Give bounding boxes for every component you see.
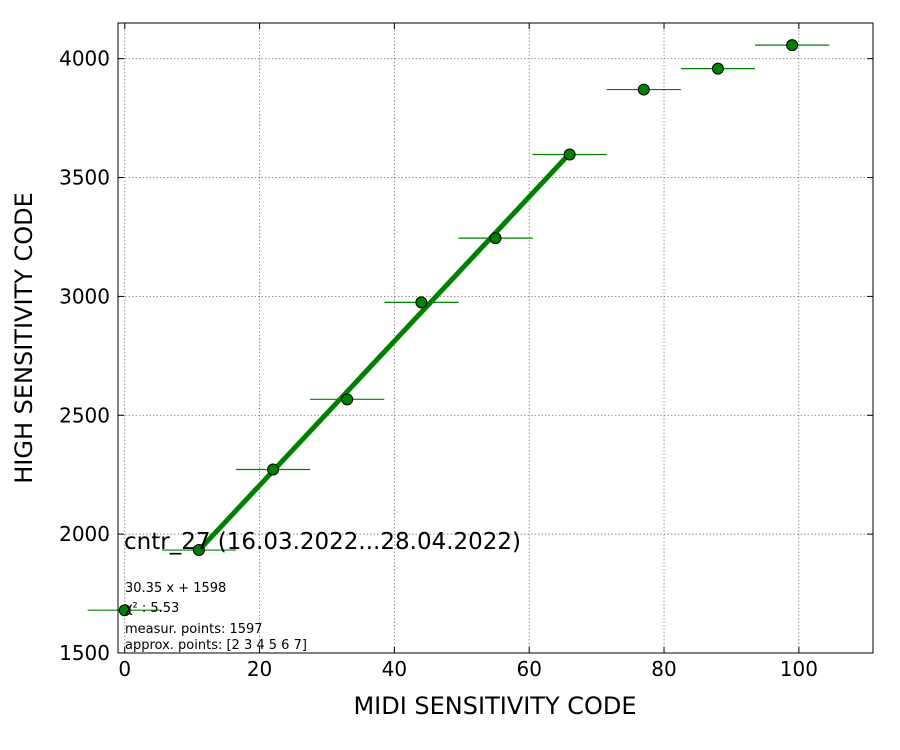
data-point (118, 604, 131, 617)
x-tick-label: 60 (516, 657, 541, 681)
annotation-chi-square: χ² : 5.53 (125, 601, 179, 616)
annotation-measured-points: measur. points: 1597 (125, 622, 263, 637)
y-tick-label: 1500 (59, 641, 110, 665)
data-point (711, 62, 724, 75)
data-points (87, 39, 830, 617)
grid-lines (118, 23, 873, 654)
annotation-approx-points: approx. points: [2 3 4 5 6 7] (125, 638, 307, 653)
y-tick-label: 3500 (59, 166, 110, 190)
y-axis-label: HIGH SENSITIVITY CODE (10, 192, 38, 484)
plot-frame (117, 22, 874, 654)
x-tick-label: 80 (651, 657, 676, 681)
data-point (563, 148, 576, 161)
chart-annotation-title: cntr_27 (16.03.2022...28.04.2022) (124, 529, 521, 555)
data-point (192, 544, 205, 557)
y-tick-label: 2000 (59, 522, 110, 546)
y-tick-label: 2500 (59, 403, 110, 427)
data-point (637, 83, 650, 96)
x-tick-label: 100 (780, 657, 818, 681)
data-point (786, 39, 799, 52)
data-point (341, 393, 354, 406)
data-point (415, 296, 428, 309)
axis-ticks: 0 20 40 60 80 100 1500 2000 2500 3000 3500 4000 (59, 23, 873, 681)
x-tick-label: 0 (118, 657, 131, 681)
fit-line-layer (197, 151, 572, 553)
x-tick-label: 40 (382, 657, 407, 681)
y-tick-label: 4000 (59, 47, 110, 71)
y-tick-label: 3000 (59, 284, 110, 308)
x-axis-label: MIDI SENSITIVITY CODE (353, 692, 636, 720)
fit-line (197, 151, 572, 553)
annotation-fit-equation: 30.35 x + 1598 (125, 581, 226, 596)
x-tick-label: 20 (247, 657, 272, 681)
data-point (267, 463, 280, 476)
data-point (489, 232, 502, 245)
